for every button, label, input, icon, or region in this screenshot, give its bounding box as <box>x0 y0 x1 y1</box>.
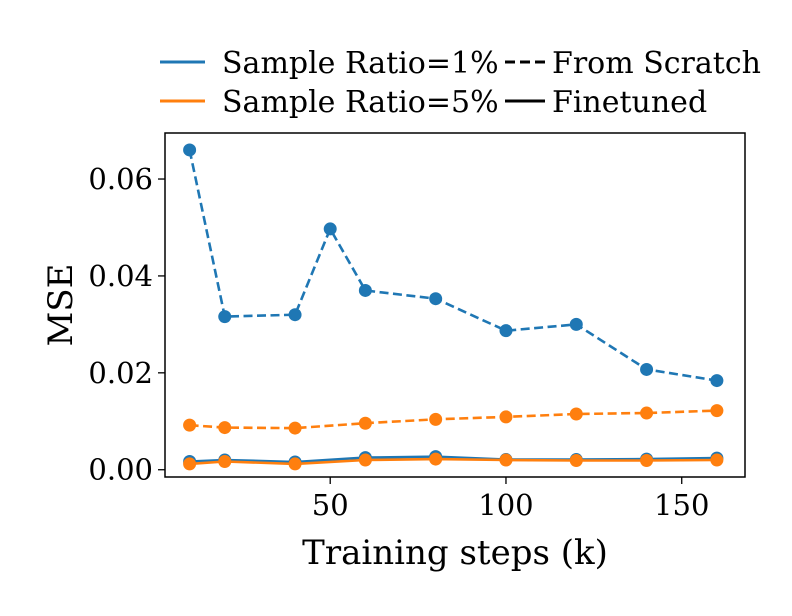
data-point <box>183 457 197 471</box>
plot-series <box>183 143 724 471</box>
data-point <box>569 317 583 331</box>
x-tick-label: 150 <box>654 488 709 522</box>
x-axis-label: Training steps (k) <box>302 533 608 573</box>
data-point <box>218 454 232 468</box>
data-point <box>358 453 372 467</box>
data-point <box>218 421 232 435</box>
series-line <box>189 409 717 430</box>
data-point <box>288 457 302 471</box>
data-point <box>429 292 443 306</box>
data-point <box>569 454 583 468</box>
series-r1-scratch <box>183 143 724 388</box>
data-point <box>358 283 372 297</box>
data-point <box>323 222 337 236</box>
data-point <box>218 310 232 324</box>
x-tick-label: 100 <box>478 488 533 522</box>
data-point <box>640 454 654 468</box>
series-r5-finetuned <box>183 452 724 471</box>
data-point <box>288 421 302 435</box>
data-point <box>358 416 372 430</box>
y-axis-label: MSE <box>41 264 81 347</box>
data-point <box>429 452 443 466</box>
legend-label-finetuned: Finetuned <box>552 85 707 120</box>
data-point <box>499 410 513 424</box>
y-tick-label: 0.02 <box>88 356 153 390</box>
legend-label-r1: Sample Ratio=1% <box>222 46 499 81</box>
axes: 50 100 150 0.00 0.02 0.04 0.06 <box>88 162 709 522</box>
plot-frame <box>164 132 746 478</box>
data-point <box>710 453 724 467</box>
data-point <box>288 308 302 322</box>
data-point <box>569 407 583 421</box>
data-point <box>640 362 654 376</box>
legend-label-r5: Sample Ratio=5% <box>222 85 499 120</box>
y-tick-label: 0.04 <box>88 259 153 293</box>
data-point <box>710 374 724 388</box>
data-point <box>183 143 197 157</box>
data-point <box>183 418 197 432</box>
data-point <box>499 453 513 467</box>
data-point <box>429 412 443 426</box>
legend: Sample Ratio=1% Sample Ratio=5% From Scrat… <box>160 46 761 120</box>
data-point <box>710 404 724 418</box>
data-point <box>499 324 513 338</box>
y-tick-label: 0.00 <box>88 453 153 487</box>
legend-label-scratch: From Scratch <box>552 46 761 81</box>
data-point <box>640 406 654 420</box>
series-line <box>188 149 718 382</box>
y-tick-label: 0.06 <box>88 162 153 196</box>
x-tick-label: 50 <box>312 488 349 522</box>
series-r5-scratch <box>183 404 724 435</box>
